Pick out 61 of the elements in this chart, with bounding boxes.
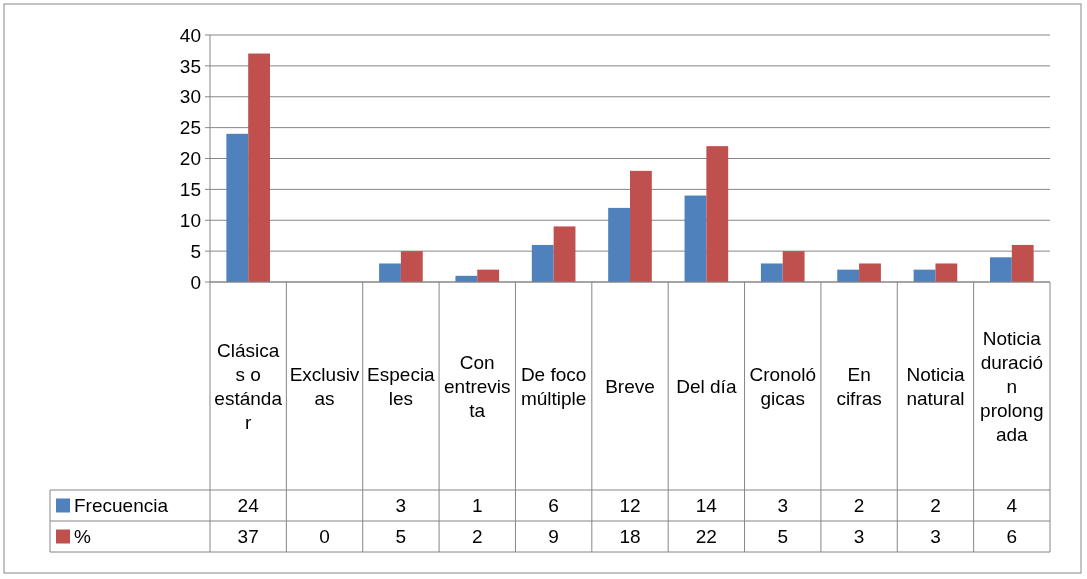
legend-label: % [74, 526, 91, 548]
x-tick-label: Cronológicas [749, 363, 816, 409]
y-tick-label: 15 [179, 179, 201, 201]
y-tick-label: 10 [179, 209, 201, 231]
data-label: 5 [777, 526, 789, 548]
data-label: 3 [853, 526, 865, 548]
x-tick-label: Breve [605, 375, 655, 397]
bar [837, 269, 860, 282]
data-label: 4 [1006, 495, 1018, 517]
x-tick-label: Noticia natural [906, 363, 965, 409]
data-label: 9 [548, 526, 559, 548]
y-tick-label: 30 [179, 86, 201, 108]
x-tick-label: En cifras [836, 363, 882, 409]
bar [935, 263, 958, 282]
y-tick-label: 40 [179, 24, 201, 46]
x-tick-label: Clásicas o estándar [214, 339, 283, 433]
bar [608, 207, 630, 282]
x-tick-label: Noticia duración prolongada [980, 327, 1044, 445]
data-label: 12 [619, 495, 641, 517]
bar [226, 133, 249, 282]
x-tick-label: Del día [676, 375, 737, 397]
data-label: 18 [619, 526, 641, 548]
bar [782, 251, 805, 282]
y-tick-label: 5 [190, 240, 201, 262]
data-label: 37 [237, 526, 259, 548]
bar [531, 244, 554, 282]
data-label: 2 [853, 495, 865, 517]
data-label: 3 [395, 495, 407, 517]
legend-label: Frecuencia [74, 495, 169, 517]
data-label: 3 [930, 526, 941, 548]
bar [400, 251, 423, 282]
bar [379, 263, 401, 282]
x-tick-label: Exclusivas [289, 363, 360, 409]
data-label: 2 [471, 526, 483, 548]
bar [248, 53, 270, 282]
bar [553, 226, 576, 282]
bar [859, 263, 881, 282]
data-label: 6 [1006, 526, 1018, 548]
bar [477, 269, 500, 282]
data-label: 14 [695, 495, 718, 517]
bar [706, 146, 729, 282]
bar [1011, 244, 1034, 282]
y-tick-label: 25 [179, 117, 201, 139]
data-label: 3 [777, 495, 789, 517]
y-tick-label: 0 [190, 271, 201, 293]
bar [630, 170, 652, 282]
bar [684, 195, 707, 282]
bar [990, 257, 1012, 282]
data-label: 5 [395, 526, 407, 548]
x-tick-label: De foco múltiple [520, 363, 587, 409]
data-label: 1 [471, 495, 483, 517]
data-label: 22 [695, 526, 717, 548]
x-tick-label: Con entrevista [444, 351, 511, 421]
data-label: 6 [548, 495, 559, 517]
y-tick-label: 35 [179, 55, 201, 77]
y-tick-label: 20 [179, 148, 201, 170]
bar [760, 263, 783, 282]
data-label: 2 [930, 495, 941, 517]
data-label: 24 [237, 495, 260, 517]
data-label: 0 [319, 526, 330, 548]
x-tick-label: Especiales [367, 363, 436, 409]
